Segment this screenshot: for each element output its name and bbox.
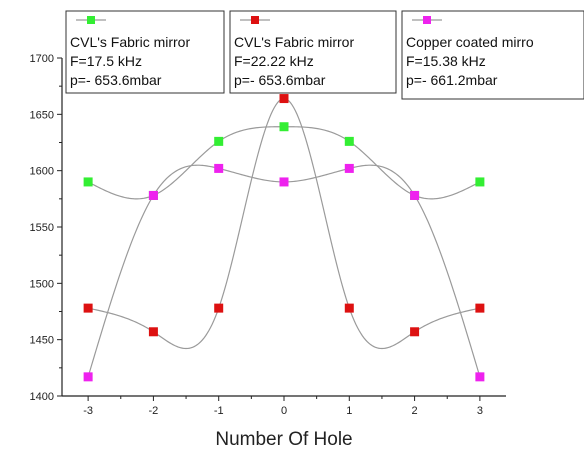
- x-tick-label: -2: [149, 405, 159, 417]
- x-tick-label: 1: [346, 405, 352, 417]
- legend-item-1: CVL's Fabric mirror F=17.5 kHz p=- 653.6mb…: [65, 10, 225, 94]
- series-3-point: [344, 163, 354, 173]
- legend-label-line: F=15.38 kHz: [406, 53, 486, 69]
- series-1-point: [344, 136, 354, 146]
- series-3-point: [148, 190, 158, 200]
- series-2-point: [410, 327, 420, 337]
- legend-label-line: F=22.22 kHz: [234, 53, 314, 69]
- series-3-point: [214, 163, 224, 173]
- series-2-point: [475, 303, 485, 313]
- x-tick-label: -1: [214, 405, 224, 417]
- y-tick-label: 1500: [30, 278, 54, 290]
- y-tick-label: 1550: [30, 222, 54, 234]
- x-tick-label: 3: [477, 405, 483, 417]
- y-tick-label: 1450: [30, 335, 54, 347]
- y-tick-label: 1400: [30, 391, 54, 403]
- legend-label-line: p=- 653.6mbar: [234, 72, 326, 88]
- legend-box: [229, 10, 397, 94]
- y-tick-label: 1700: [30, 53, 54, 65]
- legend-label-line: CVL's Fabric mirror: [234, 34, 354, 50]
- legend-label-line: p=- 653.6mbar: [70, 72, 162, 88]
- series-points: [83, 94, 485, 382]
- series-2-point: [214, 303, 224, 313]
- legend-item-2: CVL's Fabric mirror F=22.22 kHz p=- 653.6m…: [229, 10, 397, 94]
- series-2-point: [83, 303, 93, 313]
- x-tick-label: 0: [281, 405, 287, 417]
- x-axis-title: Number Of Hole: [215, 429, 352, 450]
- series-3-point: [475, 372, 485, 382]
- series-curves: [87, 97, 481, 378]
- y-tick-label: 1650: [30, 109, 54, 121]
- axes: 1400 1450 1500 1550 1600 1650 1700 -3 -2 -1 0 1 2 3: [30, 53, 506, 417]
- series-1-point: [214, 136, 224, 146]
- x-tick-label: 2: [412, 405, 418, 417]
- legend-swatch-marker: [87, 16, 95, 24]
- x-tick-label: -3: [83, 405, 93, 417]
- legend: CVL's Fabric mirror F=17.5 kHz p=- 653.6mb…: [65, 10, 584, 100]
- legend-box: [401, 10, 584, 100]
- series-1-curve: [87, 126, 481, 200]
- series-3-point: [410, 190, 420, 200]
- series-2-point: [148, 327, 158, 337]
- series-1-point: [83, 177, 93, 187]
- series-3-point: [279, 177, 289, 187]
- y-tick-label: 1600: [30, 166, 54, 178]
- legend-item-3: Copper coated mirro F=15.38 kHz p=- 661.2m…: [401, 10, 584, 100]
- legend-box: [65, 10, 225, 94]
- series-2-point: [344, 303, 354, 313]
- legend-label-line: F=17.5 kHz: [70, 53, 142, 69]
- legend-swatch-marker: [423, 16, 431, 24]
- legend-label-line: Copper coated mirro: [406, 34, 534, 50]
- legend-label-line: p=- 661.2mbar: [406, 72, 498, 88]
- series-1-point: [279, 122, 289, 132]
- series-2-curve: [87, 97, 481, 350]
- series-2-point: [279, 94, 289, 104]
- legend-label-line: CVL's Fabric mirror: [70, 34, 190, 50]
- series-3-point: [83, 372, 93, 382]
- series-3-curve: [87, 164, 481, 378]
- legend-swatch-marker: [251, 16, 259, 24]
- series-1-point: [475, 177, 485, 187]
